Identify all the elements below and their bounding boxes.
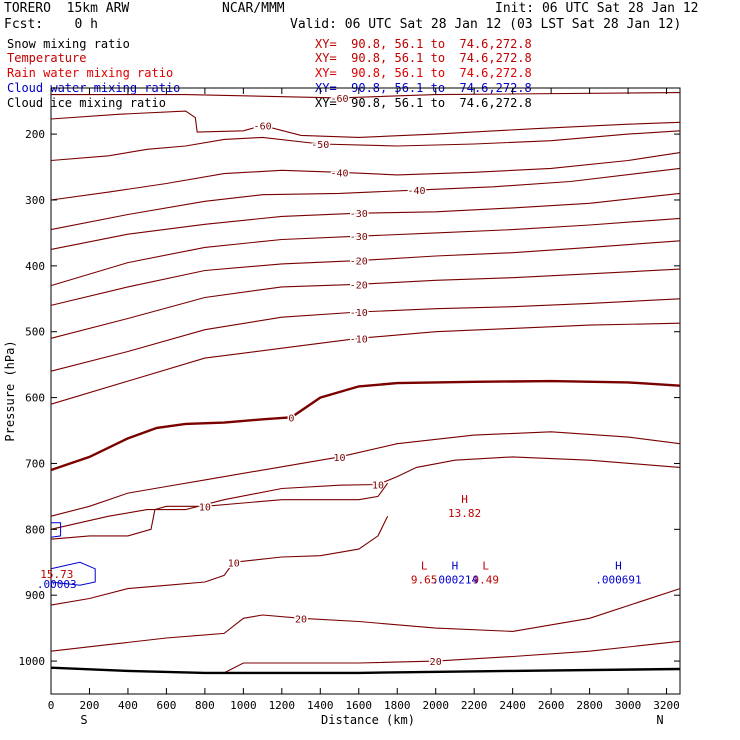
legend-temperature: Temperature (7, 51, 87, 65)
y-tick-label: 900 (25, 589, 45, 602)
extremum-value: .000691 (595, 573, 641, 586)
x-axis-left-end: S (80, 713, 87, 727)
y-tick-label: 700 (25, 457, 45, 470)
extremum-value: .00003 (37, 578, 77, 591)
contour-label: 0 (288, 413, 294, 424)
contour-label: -50 (311, 140, 329, 151)
x-axis-title: Distance (km) (321, 713, 415, 727)
temperature-contour--10 (50, 298, 681, 372)
temperature-contour--30 (50, 217, 681, 287)
extremum-mark: H (615, 559, 622, 572)
valid-time: Valid: 06 UTC Sat 28 Jan 12 (03 LST Sat … (290, 17, 682, 32)
y-axis-title: Pressure (hPa) (3, 340, 17, 441)
contour-label: 20 (295, 614, 307, 625)
x-tick-label: 3000 (615, 699, 642, 712)
temperature-contour--60 (50, 110, 681, 138)
legend-cloud-ice-xy: XY= 90.8, 56.1 to 74.6,272.8 (315, 96, 532, 110)
x-axis-right-end: N (656, 713, 663, 727)
x-tick-label: 2600 (538, 699, 565, 712)
x-tick-label: 1200 (269, 699, 296, 712)
temperature-contour-10 (50, 482, 389, 540)
contour-label: -30 (350, 209, 368, 220)
forecast-hour: Fcst: 0 h (4, 17, 98, 32)
y-tick-label: 1000 (19, 655, 46, 668)
extremum-value: 13.82 (448, 507, 481, 520)
y-tick-label: 600 (25, 392, 45, 405)
contour-label: 10 (199, 502, 211, 513)
temperature-contour--30 (50, 192, 681, 250)
contour-label: 10 (228, 558, 240, 569)
extremum-mark: H (461, 493, 468, 506)
cloud-water-contour (50, 561, 96, 586)
surface-line (50, 666, 681, 675)
extremum-value: 15.73 (40, 568, 73, 581)
init-time: Init: 06 UTC Sat 28 Jan 12 (495, 1, 699, 16)
extremum-value: .000214 (432, 573, 479, 586)
x-tick-label: 800 (195, 699, 215, 712)
contour-label: -60 (254, 122, 272, 133)
x-tick-label: 200 (80, 699, 100, 712)
extremum-mark: H (452, 559, 459, 572)
legend-snow-xy: XY= 90.8, 56.1 to 74.6,272.8 (315, 37, 532, 51)
temperature-contour--40 (50, 167, 681, 231)
contour-label: -30 (350, 232, 368, 243)
x-tick-label: 1600 (346, 699, 373, 712)
contour-label: -10 (350, 334, 368, 345)
contour-label: 20 (430, 657, 442, 668)
plot-frame (50, 87, 681, 695)
contour-label: -20 (350, 280, 368, 291)
y-tick-label: 400 (25, 260, 45, 273)
legend-temperature-xy: XY= 90.8, 56.1 to 74.6,272.8 (315, 51, 532, 65)
y-tick-label: 500 (25, 326, 45, 339)
contour-label: -40 (407, 186, 425, 197)
temperature-contour--50 (50, 130, 681, 162)
y-tick-label: 800 (25, 523, 45, 536)
x-tick-label: 0 (48, 699, 55, 712)
contour-label: -20 (350, 257, 368, 268)
contour-label: -60 (331, 94, 349, 105)
temperature-contour-20 (223, 640, 681, 674)
x-tick-label: 1800 (384, 699, 411, 712)
contour-label: 10 (372, 481, 384, 492)
temperature-contour-10 (50, 515, 389, 606)
y-tick-label: 200 (25, 128, 45, 141)
temperature-contour--20 (50, 268, 681, 339)
org-title: NCAR/MMM (222, 1, 285, 16)
extremum-value: 9.65 (411, 573, 438, 586)
extremum-value: 9.49 (472, 573, 499, 586)
x-tick-label: 2400 (499, 699, 526, 712)
temperature-contour-10 (50, 431, 681, 517)
legend-cloud-ice: Cloud ice mixing ratio (7, 96, 166, 110)
contour-label: -10 (350, 308, 368, 319)
model-title: TORERO 15km ARW (4, 1, 130, 16)
x-tick-label: 1400 (307, 699, 334, 712)
temperature-contour--60 (51, 92, 681, 99)
x-tick-label: 2800 (576, 699, 603, 712)
cloud-water-contour (50, 522, 62, 538)
x-tick-label: 3200 (653, 699, 680, 712)
temperature-contour-10 (50, 456, 681, 530)
temperature-contour--20 (50, 240, 681, 306)
x-tick-label: 2000 (422, 699, 449, 712)
y-tick-label: 300 (25, 194, 45, 207)
x-tick-label: 1000 (230, 699, 257, 712)
temperature-contour--10 (50, 322, 681, 405)
extremum-mark: L (482, 559, 489, 572)
legend-snow: Snow mixing ratio (7, 37, 130, 51)
temperature-contour--40 (50, 152, 681, 201)
contour-label: -40 (331, 168, 349, 179)
legend-rain: Rain water mixing ratio (7, 66, 174, 80)
x-tick-label: 600 (156, 699, 176, 712)
x-tick-label: 400 (118, 699, 138, 712)
temperature-contour-20 (50, 588, 681, 652)
temperature-contour-0 (50, 379, 681, 472)
extremum-mark: L (421, 559, 428, 572)
legend-rain-xy: XY= 90.8, 56.1 to 74.6,272.8 (315, 66, 532, 80)
contour-label: 10 (334, 453, 346, 464)
x-tick-label: 2200 (461, 699, 488, 712)
